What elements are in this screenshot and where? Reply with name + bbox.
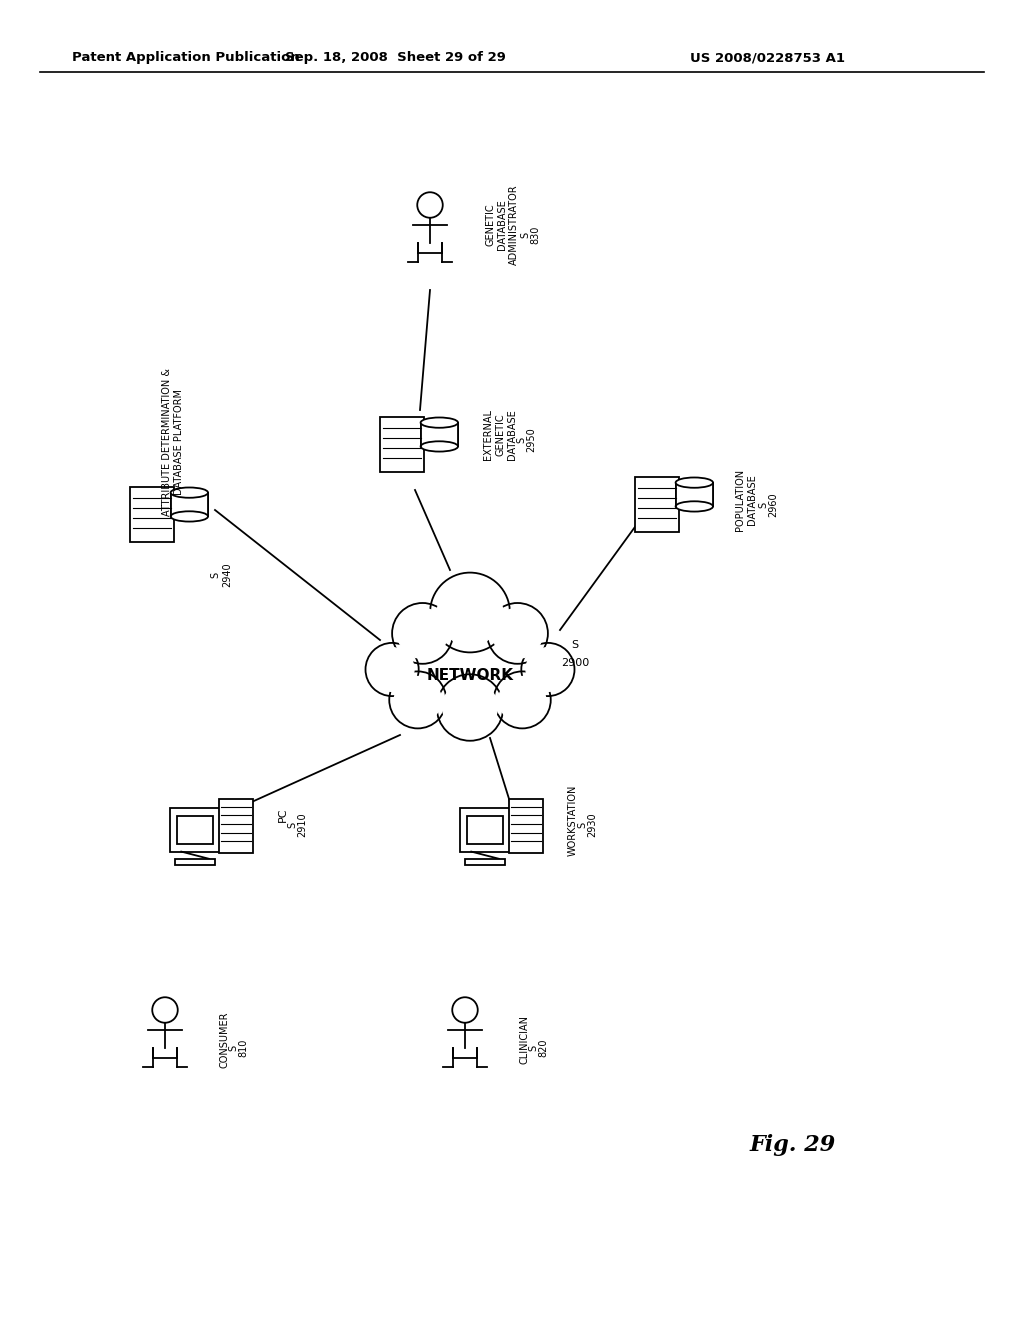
Bar [130, 487, 174, 543]
Circle shape [371, 648, 414, 692]
Text: 2940: 2940 [222, 562, 232, 587]
Text: 2950: 2950 [526, 428, 536, 453]
Text: 830: 830 [530, 226, 540, 244]
Circle shape [494, 672, 551, 729]
Text: Sep. 18, 2008  Sheet 29 of 29: Sep. 18, 2008 Sheet 29 of 29 [285, 51, 506, 65]
Text: S: S [287, 822, 297, 828]
Text: WORKSTATION: WORKSTATION [568, 784, 578, 855]
Text: 2930: 2930 [587, 813, 597, 837]
Circle shape [437, 579, 503, 645]
Text: GENETIC: GENETIC [485, 203, 495, 247]
Bar [171, 492, 208, 516]
Text: S: S [758, 502, 768, 508]
Circle shape [389, 672, 446, 729]
Bar [219, 799, 253, 853]
Text: ADMINISTRATOR: ADMINISTRATOR [509, 185, 519, 265]
Bar [170, 808, 220, 851]
Circle shape [153, 997, 178, 1023]
Text: S: S [520, 232, 530, 238]
Bar [380, 417, 424, 473]
Ellipse shape [171, 487, 208, 498]
Bar [175, 859, 215, 865]
Bar [421, 422, 458, 446]
Bar [676, 483, 713, 507]
Ellipse shape [421, 441, 458, 451]
Circle shape [453, 997, 478, 1023]
Text: S: S [228, 1045, 238, 1051]
Ellipse shape [676, 478, 713, 488]
Circle shape [487, 603, 548, 664]
Bar [461, 808, 510, 851]
Text: Patent Application Publication: Patent Application Publication [72, 51, 300, 65]
Text: PC: PC [278, 808, 288, 822]
Circle shape [394, 677, 441, 723]
Text: DATABASE: DATABASE [746, 475, 757, 525]
Text: POPULATION: POPULATION [735, 469, 745, 531]
Text: 810: 810 [238, 1039, 248, 1057]
Ellipse shape [421, 417, 458, 428]
Circle shape [366, 643, 419, 696]
Bar [509, 799, 543, 853]
Text: S: S [210, 572, 220, 578]
Text: S: S [528, 1045, 538, 1051]
Text: NETWORK: NETWORK [427, 668, 513, 682]
Text: 2910: 2910 [297, 813, 307, 837]
Text: DATABASE PLATFORM: DATABASE PLATFORM [174, 389, 184, 495]
Text: EXTERNAL: EXTERNAL [483, 409, 493, 461]
Circle shape [437, 675, 503, 741]
Bar [177, 816, 213, 843]
Ellipse shape [171, 511, 208, 521]
Text: S: S [571, 640, 579, 649]
Circle shape [521, 643, 574, 696]
Text: 2960: 2960 [768, 492, 778, 517]
Ellipse shape [676, 502, 713, 512]
Circle shape [526, 648, 569, 692]
Circle shape [392, 603, 453, 664]
Circle shape [397, 609, 447, 659]
Text: US 2008/0228753 A1: US 2008/0228753 A1 [690, 51, 845, 65]
Text: ATTRIBUTE DETERMINATION &: ATTRIBUTE DETERMINATION & [162, 368, 172, 516]
Text: Fig. 29: Fig. 29 [750, 1134, 837, 1156]
Circle shape [417, 193, 442, 218]
Circle shape [442, 680, 498, 735]
Text: 820: 820 [538, 1039, 548, 1057]
Bar [635, 477, 679, 532]
Bar [465, 859, 505, 865]
Text: CLINICIAN: CLINICIAN [520, 1015, 530, 1064]
Text: 2900: 2900 [561, 657, 589, 668]
Text: DATABASE: DATABASE [507, 409, 517, 461]
Text: CONSUMER: CONSUMER [220, 1011, 230, 1068]
Circle shape [499, 677, 546, 723]
Text: S: S [577, 822, 587, 828]
Text: GENETIC: GENETIC [495, 413, 505, 457]
Bar [467, 816, 503, 843]
Text: DATABASE: DATABASE [497, 199, 507, 251]
Circle shape [493, 609, 543, 659]
Circle shape [430, 573, 510, 652]
Text: S: S [516, 437, 526, 444]
